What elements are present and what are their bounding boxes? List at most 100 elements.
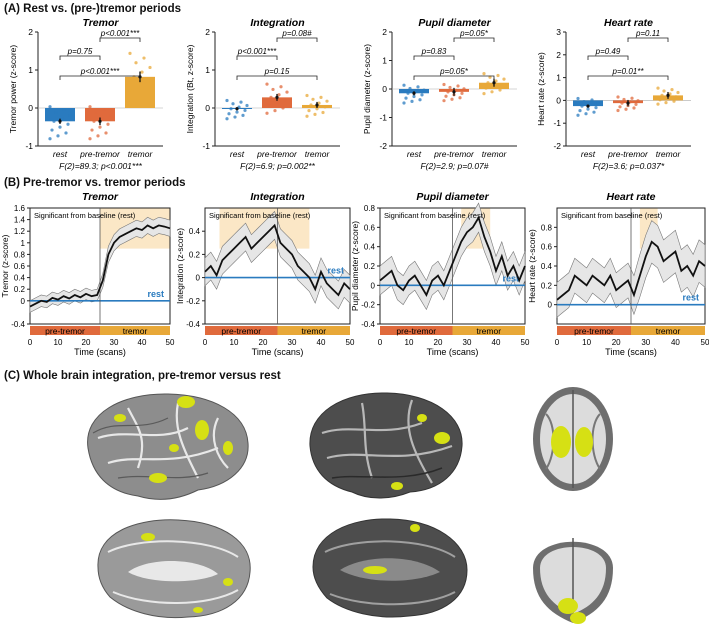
y-tick-label: -0.4 — [361, 320, 375, 329]
x-tick-label: tremor — [128, 149, 154, 159]
data-point — [94, 110, 98, 115]
data-point — [502, 77, 506, 81]
x-tick-label: 0 — [28, 338, 33, 347]
panel-b: Tremor rest Significant from baseline (res… — [0, 191, 709, 357]
x-tick-label: 30 — [288, 338, 297, 347]
x-tick-label: 40 — [138, 338, 147, 347]
data-point — [630, 96, 634, 100]
data-point — [636, 99, 640, 103]
data-point — [98, 125, 102, 129]
data-point — [674, 95, 678, 99]
data-point — [634, 102, 638, 106]
chart-title: Tremor — [82, 191, 119, 203]
data-point — [311, 97, 315, 101]
data-point — [130, 89, 134, 93]
brain-lateral-left-image — [87, 393, 249, 500]
section-c-title: (C) Whole brain integration, pre-tremor … — [4, 370, 281, 382]
x-tick-label: 50 — [701, 338, 709, 347]
data-point — [448, 85, 452, 90]
y-tick-label: 0.8 — [364, 204, 376, 213]
data-point — [462, 87, 466, 91]
anova-footer: F(2)=2.9; p=0.07# — [420, 161, 488, 171]
x-tick-label: 50 — [346, 338, 355, 347]
significance-label: Significant from baseline (rest) — [561, 211, 663, 220]
chart-title: Tremor — [83, 17, 120, 29]
section-a-title: (A) Rest vs. (pre-)tremor periods — [4, 3, 182, 15]
data-point — [225, 117, 229, 121]
comparison-bracket — [413, 75, 495, 80]
section-b-title: (B) Pre-tremor vs. tremor periods — [4, 177, 186, 189]
p-value-label: p=0.49 — [595, 47, 621, 56]
y-tick-label: 0.4 — [541, 262, 553, 271]
y-tick-label: 0.4 — [14, 274, 26, 283]
y-tick-label: 0 — [205, 103, 210, 113]
data-point — [265, 82, 269, 86]
data-point — [142, 56, 146, 60]
y-tick-label: -0.4 — [186, 320, 200, 329]
comparison-bracket — [236, 75, 318, 80]
data-point — [594, 106, 598, 110]
y-axis-label: Pupil diameter (z-score) — [350, 221, 360, 311]
data-point — [592, 110, 596, 114]
p-value-label: p<0.001*** — [237, 47, 277, 56]
chart-title: Integration — [250, 191, 304, 203]
y-tick-label: -2 — [379, 141, 387, 151]
chart-title: Pupil diameter — [418, 17, 491, 29]
y-tick-label: -0.2 — [186, 297, 200, 306]
y-tick-label: 0.2 — [189, 250, 201, 259]
y-tick-label: 0.8 — [14, 250, 26, 259]
data-point — [245, 103, 249, 108]
data-point — [500, 82, 504, 87]
comparison-bracket — [59, 55, 101, 60]
mean-marker — [98, 119, 102, 123]
segment-label: tremor — [476, 326, 501, 336]
x-tick-label: tremor — [305, 149, 331, 159]
brain-medial-right-image — [312, 518, 468, 618]
segment-label: pre-tremor — [574, 326, 614, 336]
x-tick-label: rest — [53, 149, 68, 159]
p-value-label: p=0.05* — [439, 67, 469, 76]
x-tick-label: 20 — [259, 338, 268, 347]
x-tick-label: 20 — [612, 338, 621, 347]
data-point — [496, 73, 500, 78]
data-point — [656, 102, 660, 106]
data-point — [410, 99, 414, 103]
y-tick-label: 0.2 — [541, 281, 553, 290]
x-tick-label: 40 — [492, 338, 501, 347]
bar-rest — [573, 100, 603, 107]
y-tick-label: -0.4 — [11, 320, 25, 329]
data-point — [231, 102, 235, 106]
data-point — [662, 89, 666, 93]
brain-coronal-image — [533, 538, 613, 624]
y-tick-label: 0.6 — [14, 262, 26, 271]
comparison-bracket — [627, 37, 669, 42]
bar-rest — [399, 89, 429, 94]
y-tick-label: -1 — [553, 118, 561, 128]
mean-marker — [492, 81, 496, 85]
data-point — [315, 107, 319, 111]
y-tick-label: 2 — [205, 27, 210, 37]
data-point — [325, 99, 329, 103]
segment-pretremor — [205, 326, 278, 335]
bar-rest — [45, 108, 75, 122]
y-axis-label: Pupil diameter (z-score) — [362, 44, 372, 134]
y-tick-label: 1 — [28, 65, 33, 75]
data-point — [92, 119, 96, 123]
p-value-label: p=0.15 — [264, 67, 290, 76]
segment-pretremor — [557, 326, 631, 335]
data-point — [100, 116, 104, 120]
mean-line — [379, 215, 526, 298]
data-point — [88, 105, 92, 109]
y-tick-label: 1.6 — [14, 204, 26, 213]
anova-footer: F(2)=89.3; p<0.001*** — [59, 161, 142, 171]
data-point — [616, 108, 620, 113]
data-point — [656, 86, 660, 90]
y-tick-label: 1 — [21, 239, 26, 248]
y-axis-label: Heart rate (z-score) — [527, 229, 537, 303]
y-tick-label: 0.6 — [541, 243, 553, 252]
p-value-label: p<0.001*** — [80, 67, 120, 76]
data-point — [620, 101, 624, 105]
data-point — [52, 119, 56, 123]
y-tick-label: -1 — [379, 113, 387, 123]
data-point — [616, 95, 620, 99]
